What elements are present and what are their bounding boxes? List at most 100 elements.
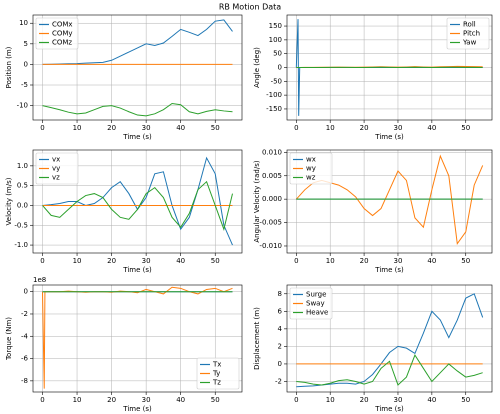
y-axis-label: Angle (deg) [253,47,261,88]
x-axis-label: Time (s) [122,133,152,141]
y-tick-label: -50 [271,77,282,85]
legend-label: Sway [306,300,325,308]
legend-label: Ty [212,370,220,378]
plot-lines [42,286,233,389]
x-tick-label: 20 [107,257,116,265]
plot-frame [32,14,243,121]
legend-label: vy [52,165,60,173]
y-tick-label: 0.005 [262,172,282,180]
series-line [42,180,233,231]
y-tick-label: 0 [278,360,282,368]
x-tick-label: 20 [360,257,369,265]
x-tick-label: 0 [40,257,44,265]
x-tick-label: 0 [40,396,44,404]
y-tick-label: 0 [24,288,28,296]
y-tick-label: -100 [266,91,282,99]
x-tick-label: 50 [211,124,220,132]
legend-label: vz [52,174,60,182]
plot-frame [286,284,493,393]
y-tick-label: -0.010 [259,242,282,250]
y-tick-label: 150 [269,22,282,30]
y-tick-label: 0.010 [262,148,282,156]
y-tick-label: 0.0 [17,201,28,209]
series-line [42,103,233,117]
x-tick-label: 0 [294,396,298,404]
x-tick-label: 10 [73,124,82,132]
x-tick-label: 30 [142,396,151,404]
y-axis-label: Velocity (m/s) [5,177,13,225]
legend-label: Roll [463,21,476,29]
legend-box [446,17,490,50]
legend-label: COMz [52,39,72,47]
x-tick-label: 50 [211,257,220,265]
x-tick-label: 10 [326,257,335,265]
plot-lines [295,19,483,116]
x-tick-label: 50 [461,257,470,265]
y-tick-label: 0 [278,64,282,72]
y-tick-label: 2 [278,342,282,350]
y-tick-label: -0.5 [14,221,28,229]
y-axis-label: Displacement (m) [253,307,261,370]
legend-label: Tx [212,361,221,369]
x-tick-label: 10 [73,396,82,404]
plot-frame [286,149,493,254]
legend-label: COMy [52,30,73,38]
y-tick-label: -8 [21,377,28,385]
y-tick-label: -10 [17,102,28,110]
y-tick-label: 6 [278,307,283,315]
legend-box [289,287,333,320]
x-tick-label: 30 [142,257,151,265]
legend-label: Surge [306,291,326,299]
x-tick-label: 20 [360,124,369,132]
legend-label: wx [306,156,316,164]
x-tick-label: 40 [176,257,185,265]
y-tick-label: 0 [24,60,28,68]
x-tick-label: 30 [142,124,151,132]
x-tick-label: 10 [326,396,335,404]
x-tick-label: 0 [294,124,298,132]
x-tick-label: 50 [211,396,220,404]
x-axis-label: Time (s) [374,405,404,413]
plot-frame [32,284,243,393]
x-tick-label: 0 [40,124,44,132]
series-line [296,354,483,386]
y-tick-label: -5 [21,81,28,89]
y-tick-label: -0.005 [259,219,282,227]
y-tick-label: -4 [21,332,29,340]
legend-label: wz [306,174,316,182]
series-line [42,19,233,65]
legend-label: Pitch [463,30,480,38]
x-tick-label: 40 [427,124,436,132]
y-tick-label: 100 [269,36,282,44]
y-axis-label: Position (m) [5,46,13,88]
y-tick-label: 4 [278,325,283,333]
y-tick-label: 8 [278,290,282,298]
plot-lines [42,19,233,117]
legend-box [289,152,333,185]
plot-lines [42,156,233,246]
plot-lines [296,293,484,388]
x-tick-label: 30 [394,124,403,132]
y-tick-label: 1.0 [17,162,28,170]
x-tick-label: 20 [107,396,116,404]
y-axis-label: Torque (Nm) [5,317,13,361]
y-tick-label: -2 [275,377,282,385]
y-tick-label: 10 [19,19,28,27]
x-tick-label: 50 [461,396,470,404]
y-tick-label: 5 [24,40,28,48]
plot-frame [32,149,243,254]
x-tick-label: 30 [394,257,403,265]
legend-label: Tz [212,379,221,387]
legend-label: Heave [306,309,328,317]
x-axis-label: Time (s) [374,133,404,141]
legend-box [35,17,79,50]
x-axis-label: Time (s) [122,266,152,274]
y-tick-label: -6 [21,355,29,363]
legend-label: wy [306,165,316,173]
x-axis-label: Time (s) [122,405,152,413]
legend-label: Yaw [462,39,477,47]
x-tick-label: 30 [394,396,403,404]
y-tick-label: -2 [21,310,28,318]
series-line [296,293,484,388]
